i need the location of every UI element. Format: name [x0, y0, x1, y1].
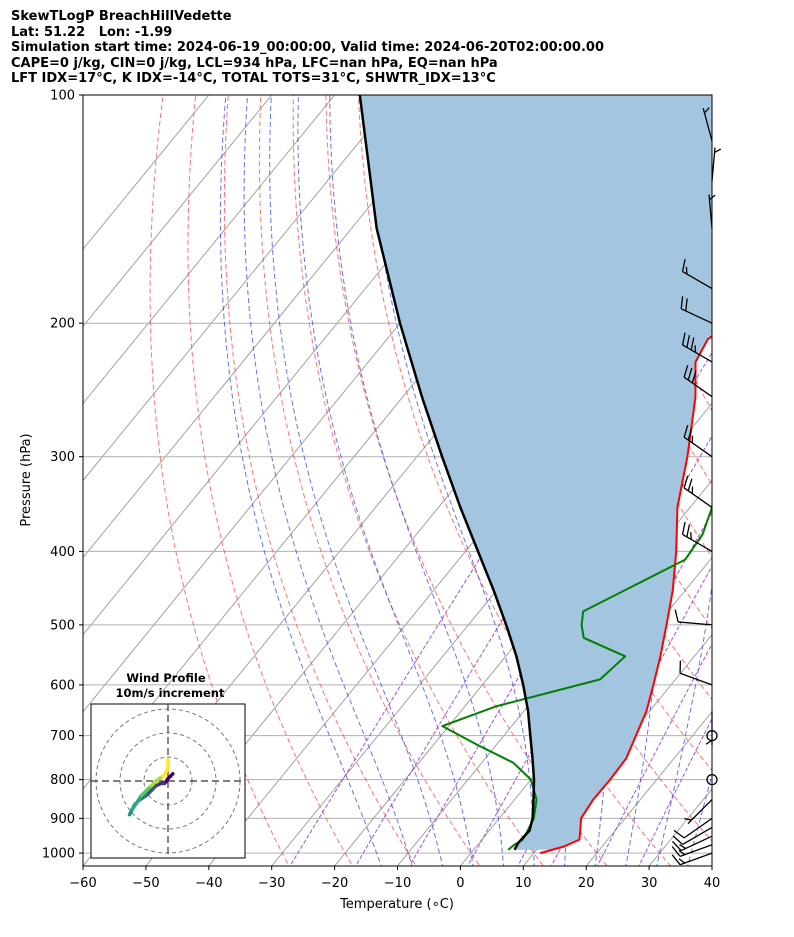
hodograph-title: Wind Profile — [126, 671, 206, 685]
y-tick-label: 900 — [50, 812, 75, 827]
wind-barb — [684, 799, 713, 825]
moist-adiabat-line — [687, 772, 712, 866]
wind-barb — [683, 424, 713, 458]
y-tick-label: 400 — [50, 545, 75, 560]
mixing-ratio-line — [638, 717, 712, 866]
dry-adiabat-line — [325, 95, 608, 866]
y-axis-label: Pressure (hPa) — [19, 433, 34, 526]
y-tick-label: 200 — [50, 317, 75, 332]
y-tick-label: 100 — [50, 89, 75, 104]
x-tick-label: −30 — [258, 876, 285, 891]
y-tick-label: 700 — [50, 729, 75, 744]
wind-barb — [681, 521, 713, 552]
wind-barb — [672, 835, 713, 852]
wind-barb — [671, 844, 713, 857]
indices-text: LFT IDX=17°C, K IDX=-14°C, TOTAL TOTS=31… — [11, 71, 496, 87]
hodograph-subtitle: 10m/s increment — [116, 686, 225, 700]
wind-barb — [683, 364, 713, 398]
wind-barb — [683, 475, 713, 508]
x-tick-label: −60 — [69, 876, 96, 891]
x-tick-label: 40 — [704, 876, 721, 891]
temperature-profile — [539, 334, 712, 855]
x-tick-label: 10 — [515, 876, 532, 891]
y-tick-label: 600 — [50, 678, 75, 693]
moist-adiabat-line — [243, 95, 413, 866]
wind-barb — [711, 147, 722, 182]
wind-barb — [681, 332, 713, 363]
wind-barb — [673, 817, 713, 839]
isotherm-line — [83, 95, 273, 328]
hodograph-inset: Wind Profile 10m/s increment — [90, 671, 246, 859]
y-tick-label: 300 — [50, 450, 75, 465]
y-tick-label: 500 — [50, 618, 75, 633]
moist-adiabat-line — [269, 95, 444, 866]
isotherm-line — [396, 479, 712, 866]
parcel-profile — [358, 95, 536, 851]
moist-adiabat-line — [297, 95, 474, 866]
x-axis-ticks: −60 −50 −40 −30 −20 −10 0 10 20 30 40 — [69, 866, 720, 891]
wind-barb — [680, 296, 713, 324]
x-tick-label: −20 — [321, 876, 348, 891]
moist-adiabat-line — [329, 95, 505, 866]
y-tick-label: 1000 — [42, 847, 75, 862]
y-axis-ticks: 1000 900 800 700 600 500 400 300 200 100 — [42, 89, 83, 862]
wind-barb — [679, 660, 713, 686]
chart-header: SkewTLogP BreachHillVedette Lat: 51.22 L… — [11, 9, 604, 87]
isotherm-line — [83, 95, 210, 250]
dry-adiabat-line — [292, 95, 545, 866]
x-tick-label: −50 — [132, 876, 159, 891]
chart-title: SkewTLogP BreachHillVedette — [11, 9, 232, 24]
mixing-ratio-line — [596, 642, 712, 866]
time-text: Simulation start time: 2024-06-19_00:00:… — [11, 40, 604, 56]
mixing-ratio-line — [355, 277, 712, 866]
isotherm-line — [83, 95, 399, 482]
dry-adiabat-line — [149, 95, 290, 866]
wind-barb — [681, 258, 713, 290]
moist-adiabat-line — [219, 95, 382, 866]
isotherm-line — [585, 711, 712, 866]
x-tick-label: 20 — [578, 876, 595, 891]
x-tick-label: 0 — [456, 876, 464, 891]
moist-adiabat-line — [366, 95, 535, 866]
x-tick-label: −10 — [384, 876, 411, 891]
x-tick-label: 30 — [641, 876, 658, 891]
dry-adiabat-line — [258, 95, 481, 866]
isotherm-line — [83, 95, 336, 405]
isotherm-line — [83, 95, 461, 559]
wind-barbs — [671, 107, 722, 866]
stability-text: CAPE=0 j/kg, CIN=0 j/kg, LCL=934 hPa, LF… — [11, 55, 498, 71]
y-tick-label: 800 — [50, 773, 75, 788]
x-tick-label: −40 — [195, 876, 222, 891]
cin-area — [359, 95, 712, 850]
profiles — [358, 95, 712, 855]
wind-barb — [674, 609, 713, 626]
wind-barb — [702, 107, 713, 142]
cape-cin-shading — [359, 95, 712, 850]
location-text: Lat: 51.22 Lon: -1.99 — [11, 24, 173, 40]
x-axis-label: Temperature (∘C) — [339, 897, 454, 912]
wind-barb — [671, 852, 713, 866]
wind-barb — [672, 826, 713, 845]
dry-adiabat-line — [223, 95, 417, 866]
